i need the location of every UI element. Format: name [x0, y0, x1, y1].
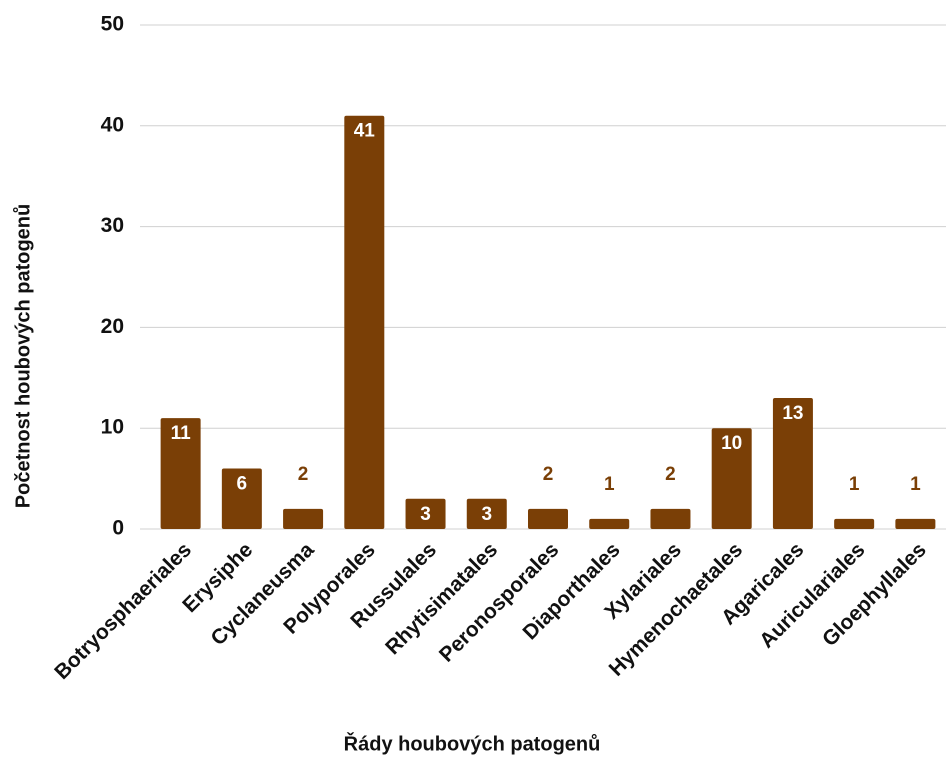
- bar: [834, 518, 875, 529]
- value-label: 3: [481, 504, 492, 525]
- bar: [466, 498, 507, 529]
- bar: [221, 468, 262, 529]
- y-tick-label: 10: [101, 416, 124, 439]
- value-label: 1: [849, 474, 860, 495]
- value-label: 1: [910, 474, 921, 495]
- x-tick-label: Botryosphaeriales: [50, 538, 196, 684]
- value-label: 3: [420, 504, 431, 525]
- bar: [895, 518, 936, 529]
- value-label: 1: [604, 474, 615, 495]
- value-label: 41: [354, 121, 376, 142]
- y-tick-label: 40: [101, 113, 124, 136]
- x-tick-label: Gloephyllales: [818, 538, 931, 651]
- bar: [650, 508, 691, 529]
- value-label: 6: [237, 474, 248, 495]
- bar: [283, 508, 324, 529]
- bar: [772, 397, 813, 529]
- value-label: 11: [171, 423, 192, 444]
- bar: [160, 418, 201, 529]
- bar: [528, 508, 568, 529]
- y-axis-title: Početnost houbových patogenů: [12, 204, 34, 508]
- y-tick-label: 0: [112, 517, 124, 540]
- bar: [711, 428, 752, 529]
- y-tick-label: 30: [101, 214, 124, 237]
- y-tick-label: 20: [101, 315, 124, 338]
- y-tick-label: 50: [101, 13, 124, 36]
- x-tick-label: Rhytisimatales: [381, 538, 502, 659]
- bar: [405, 498, 446, 529]
- x-tick-label: Auriculariales: [755, 538, 869, 652]
- x-axis-title: Řády houbových patogenů: [344, 731, 601, 755]
- value-label: 13: [782, 403, 803, 424]
- bar: [589, 518, 630, 529]
- value-label: 2: [543, 464, 554, 485]
- bar: [344, 115, 385, 529]
- value-label: 2: [298, 464, 309, 485]
- value-label: 2: [665, 464, 676, 485]
- value-label: 10: [721, 433, 742, 454]
